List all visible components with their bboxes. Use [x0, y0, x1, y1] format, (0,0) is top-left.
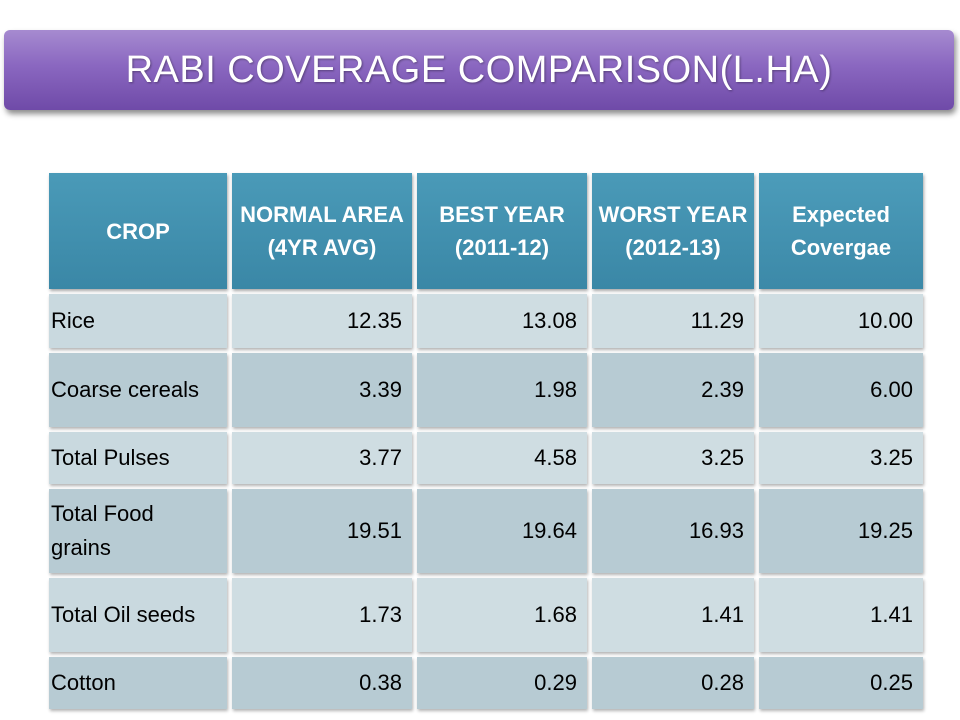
cell-crop: Cotton	[49, 657, 227, 709]
table-row: Rice 12.35 13.08 11.29 10.00	[49, 294, 923, 348]
cell-crop: Total Food grains	[49, 489, 227, 573]
table-header-row: CROP NORMAL AREA (4YR AVG) BEST YEAR (20…	[49, 173, 923, 289]
cell-normal: 12.35	[232, 294, 412, 348]
cell-worst: 3.25	[592, 432, 754, 484]
cell-expected: 0.25	[759, 657, 923, 709]
cell-crop: Coarse cereals	[49, 353, 227, 427]
cell-normal: 1.73	[232, 578, 412, 652]
cell-best: 4.58	[417, 432, 587, 484]
slide-title-text: RABI COVERAGE COMPARISON(L.HA)	[125, 48, 833, 91]
cell-best: 1.68	[417, 578, 587, 652]
header-expected-coverage: Expected Covergae	[759, 173, 923, 289]
coverage-table-container: CROP NORMAL AREA (4YR AVG) BEST YEAR (20…	[44, 168, 928, 714]
table-row: Cotton 0.38 0.29 0.28 0.25	[49, 657, 923, 709]
header-normal-area: NORMAL AREA (4YR AVG)	[232, 173, 412, 289]
cell-expected: 1.41	[759, 578, 923, 652]
header-best-year: BEST YEAR (2011-12)	[417, 173, 587, 289]
cell-worst: 11.29	[592, 294, 754, 348]
cell-best: 19.64	[417, 489, 587, 573]
cell-worst: 0.28	[592, 657, 754, 709]
cell-normal: 3.77	[232, 432, 412, 484]
cell-normal: 0.38	[232, 657, 412, 709]
cell-normal: 3.39	[232, 353, 412, 427]
cell-expected: 6.00	[759, 353, 923, 427]
cell-best: 13.08	[417, 294, 587, 348]
table-row: Total Oil seeds 1.73 1.68 1.41 1.41	[49, 578, 923, 652]
cell-best: 0.29	[417, 657, 587, 709]
table-row: Coarse cereals 3.39 1.98 2.39 6.00	[49, 353, 923, 427]
cell-normal: 19.51	[232, 489, 412, 573]
cell-worst: 1.41	[592, 578, 754, 652]
cell-expected: 19.25	[759, 489, 923, 573]
cell-crop: Rice	[49, 294, 227, 348]
cell-crop: Total Oil seeds	[49, 578, 227, 652]
cell-expected: 3.25	[759, 432, 923, 484]
table-row: Total Food grains 19.51 19.64 16.93 19.2…	[49, 489, 923, 573]
slide-title: RABI COVERAGE COMPARISON(L.HA)	[4, 30, 954, 110]
cell-crop: Total Pulses	[49, 432, 227, 484]
cell-worst: 16.93	[592, 489, 754, 573]
header-crop: CROP	[49, 173, 227, 289]
coverage-table: CROP NORMAL AREA (4YR AVG) BEST YEAR (20…	[44, 168, 928, 714]
table-row: Total Pulses 3.77 4.58 3.25 3.25	[49, 432, 923, 484]
cell-expected: 10.00	[759, 294, 923, 348]
cell-worst: 2.39	[592, 353, 754, 427]
cell-best: 1.98	[417, 353, 587, 427]
header-worst-year: WORST YEAR (2012-13)	[592, 173, 754, 289]
